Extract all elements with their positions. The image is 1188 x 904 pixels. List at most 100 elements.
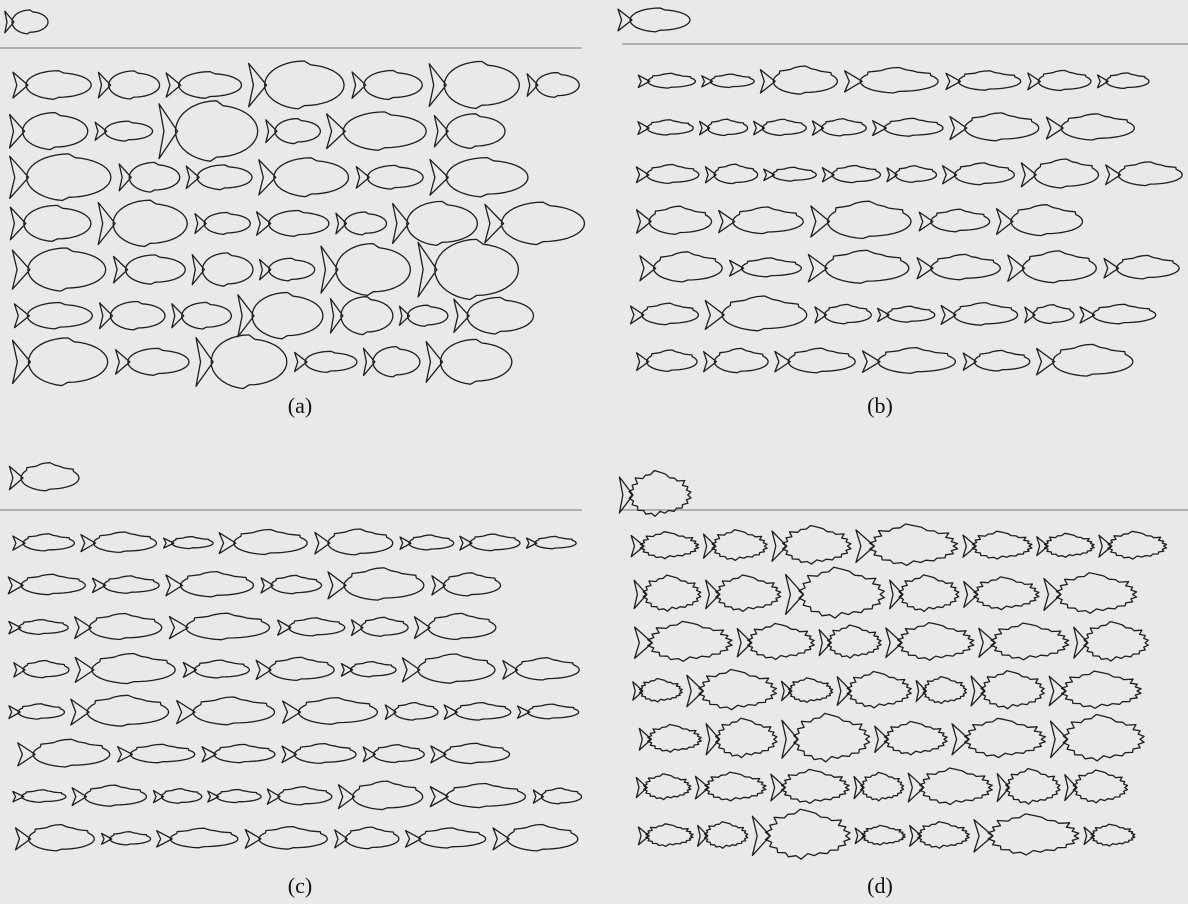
fish-outline	[819, 625, 881, 658]
fish-outline	[705, 296, 807, 331]
fish-outline	[92, 576, 159, 593]
fish-outline	[640, 252, 722, 282]
fish-outline	[238, 293, 323, 339]
fish-outline	[1021, 159, 1098, 188]
fish-outline	[259, 158, 349, 197]
fish-outline	[908, 768, 992, 805]
fish-outline	[196, 335, 287, 389]
fish-outline	[14, 661, 69, 678]
fish-outline	[695, 772, 765, 801]
fish-outline	[637, 206, 712, 234]
fish-outline	[418, 239, 518, 299]
fish-outline	[808, 250, 909, 283]
fish-outline	[706, 575, 781, 611]
fish-outline	[81, 532, 157, 552]
fish-outline	[526, 536, 576, 548]
fish-outline	[257, 211, 329, 237]
fish-outline	[634, 575, 701, 611]
fish-outline	[154, 789, 202, 804]
fish-outline	[328, 568, 424, 600]
fish-outline	[760, 66, 837, 94]
fish-outline	[12, 248, 105, 291]
fish-outline	[14, 303, 92, 329]
fish-outline	[618, 8, 690, 32]
fish-outline	[430, 784, 525, 808]
fish-outline	[706, 718, 777, 758]
fish-outline	[13, 790, 66, 803]
fish-outline	[119, 162, 180, 192]
fish-outline	[177, 697, 275, 725]
fish-outline	[341, 662, 396, 677]
fish-outline	[261, 575, 321, 593]
fish-outline	[1051, 715, 1145, 761]
fish-outline	[114, 255, 186, 284]
fish-outline	[434, 114, 505, 149]
fish-outline	[164, 537, 213, 549]
fish-outline	[1028, 70, 1091, 90]
fish-outline	[98, 200, 187, 246]
fish-outline	[75, 614, 162, 640]
fish-outline	[363, 745, 424, 763]
fish-outline	[166, 572, 254, 597]
fish-outline	[1047, 114, 1135, 140]
fish-outline	[10, 154, 111, 201]
fish-outline	[887, 166, 937, 183]
fish-outline	[249, 61, 344, 109]
fish-outline	[754, 119, 807, 135]
fish-outline	[485, 202, 585, 244]
fish-outline	[186, 165, 252, 190]
fish-outline	[339, 781, 423, 810]
fish-outline	[399, 305, 447, 326]
fish-outline	[730, 258, 802, 277]
fish-outline	[837, 672, 911, 708]
fish-outline	[8, 574, 85, 594]
fish-outline	[775, 348, 855, 373]
fish-outline	[845, 68, 938, 94]
fish-outline	[9, 704, 65, 719]
fish-outline	[963, 350, 1030, 371]
fish-outline	[172, 302, 232, 329]
fish-outline	[702, 74, 754, 87]
fish-outline	[13, 71, 91, 100]
fish-outline	[974, 814, 1079, 855]
fish-outline	[863, 348, 956, 374]
fish-outline	[278, 618, 345, 636]
fish-outline	[946, 71, 1021, 90]
fish-outline	[878, 306, 935, 322]
fish-outline	[782, 678, 833, 703]
fish-outline	[426, 339, 512, 384]
panel-label: (d)	[867, 873, 893, 898]
fish-outline	[782, 713, 870, 761]
fish-outline	[364, 347, 420, 377]
fish-outline	[282, 744, 356, 764]
fish-outline	[1106, 162, 1182, 186]
fish-outline	[192, 253, 253, 286]
fish-outline	[13, 338, 108, 386]
fish-outline	[815, 304, 871, 323]
fish-outline	[964, 577, 1039, 610]
fish-outline	[637, 350, 698, 371]
fish-outline	[460, 534, 520, 551]
fish-outline	[704, 348, 769, 372]
fish-outline	[267, 787, 331, 805]
panel-label: (c)	[288, 873, 312, 898]
fish-outlines	[5, 8, 1182, 859]
fish-outline	[875, 721, 947, 754]
fish-outline	[633, 679, 682, 702]
figure: (a) (b) (c) (d)	[0, 0, 1188, 904]
fish-outline	[890, 575, 959, 612]
fish-outline	[336, 212, 387, 235]
fish-outline	[1084, 824, 1135, 846]
fish-outline	[1037, 344, 1133, 376]
fish-outline	[71, 695, 169, 726]
fish-outline	[997, 205, 1083, 236]
fish-outline	[327, 112, 427, 150]
fish-outline	[1080, 304, 1156, 324]
fish-outline	[330, 297, 392, 335]
fish-outline	[997, 769, 1060, 805]
fish-outline	[786, 567, 885, 618]
fish-outline	[971, 671, 1044, 709]
fish-outline	[169, 613, 269, 640]
fish-outline	[393, 201, 478, 245]
fish-outline	[636, 774, 690, 800]
